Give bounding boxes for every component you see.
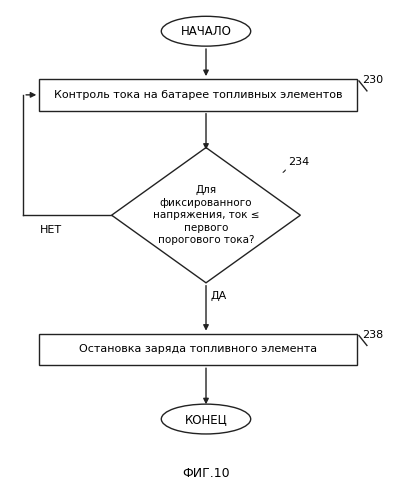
FancyBboxPatch shape [39, 79, 357, 111]
Text: Для
фиксированного
напряжения, ток ≤
первого
порогового тока?: Для фиксированного напряжения, ток ≤ пер… [153, 185, 259, 245]
Text: 238: 238 [362, 329, 383, 339]
Text: 230: 230 [362, 75, 383, 85]
Text: 234: 234 [288, 158, 310, 168]
Ellipse shape [161, 404, 251, 434]
Text: КОНЕЦ: КОНЕЦ [185, 413, 228, 426]
Text: Остановка заряда топливного элемента: Остановка заряда топливного элемента [79, 344, 317, 354]
Text: НАЧАЛО: НАЧАЛО [180, 25, 231, 38]
Text: НЕТ: НЕТ [40, 225, 62, 235]
Text: Контроль тока на батарее топливных элементов: Контроль тока на батарее топливных элеме… [54, 90, 342, 100]
Text: ДА: ДА [211, 291, 227, 301]
Ellipse shape [161, 16, 251, 46]
FancyBboxPatch shape [39, 333, 357, 365]
Polygon shape [112, 148, 300, 283]
Text: ФИГ.10: ФИГ.10 [182, 467, 230, 480]
